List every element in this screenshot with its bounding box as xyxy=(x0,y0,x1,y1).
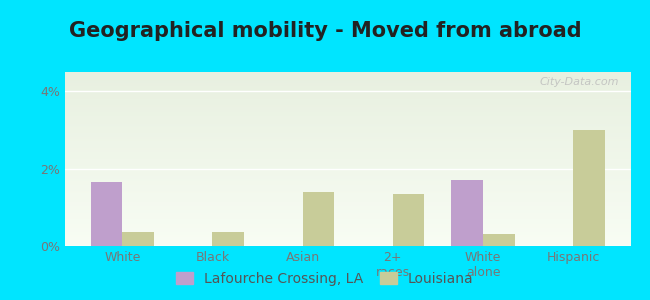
Bar xyxy=(213,232,244,246)
Bar xyxy=(483,234,515,246)
Legend: Lafourche Crossing, LA, Louisiana: Lafourche Crossing, LA, Louisiana xyxy=(172,268,478,290)
Bar xyxy=(122,232,154,246)
Bar xyxy=(573,130,604,246)
Bar xyxy=(393,194,424,246)
Bar xyxy=(303,192,334,246)
Text: Geographical mobility - Moved from abroad: Geographical mobility - Moved from abroa… xyxy=(69,21,581,41)
Bar xyxy=(452,180,483,246)
Text: City-Data.com: City-Data.com xyxy=(540,77,619,87)
Bar xyxy=(91,182,122,246)
